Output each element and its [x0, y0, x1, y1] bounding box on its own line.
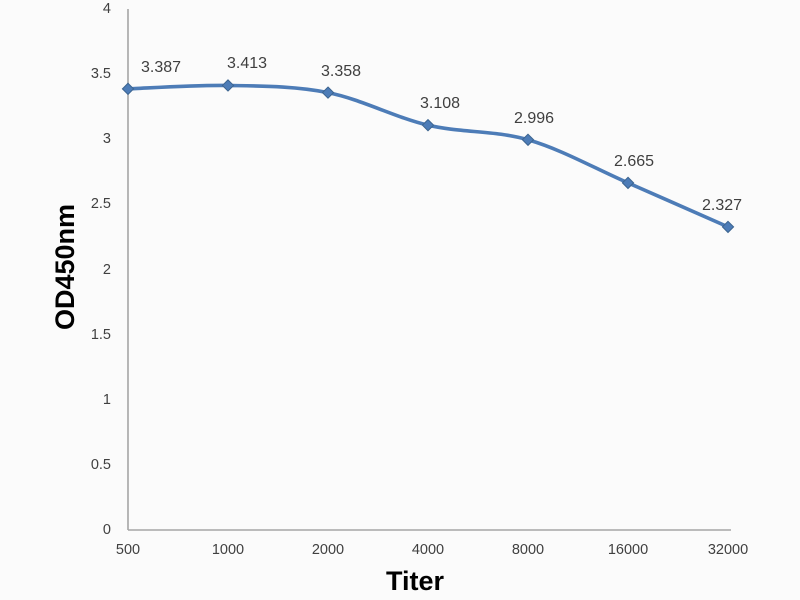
x-tick-label: 32000 [707, 542, 749, 558]
data-point-label: 2.327 [701, 196, 743, 214]
x-tick-label: 16000 [607, 542, 649, 558]
data-point-marker [221, 79, 235, 92]
data-point-label: 3.108 [419, 95, 461, 113]
data-point-marker [621, 176, 635, 190]
x-tick-label: 1000 [211, 542, 245, 558]
x-tick-label: 4000 [411, 542, 445, 558]
y-tick-label: 0 [102, 522, 111, 538]
data-point-marker [521, 133, 535, 147]
x-tick-label: 8000 [511, 542, 545, 558]
y-tick-label: 4 [102, 1, 111, 17]
data-point-label: 3.387 [140, 58, 182, 76]
y-tick-label: 1.5 [90, 326, 111, 343]
y-tick-label: 1 [102, 391, 111, 408]
data-point-label: 2.996 [513, 109, 555, 127]
y-tick-label: 2.5 [90, 196, 111, 213]
y-tick-label: 2 [102, 261, 111, 278]
y-tick-label: 3 [102, 131, 111, 148]
y-tick-label: 3.5 [90, 66, 111, 83]
data-point-marker [321, 86, 335, 99]
data-point-marker [121, 82, 135, 96]
data-point-label: 3.413 [226, 55, 268, 73]
data-point-label: 3.358 [320, 62, 362, 80]
data-point-marker [421, 118, 435, 132]
data-point-label: 2.665 [613, 152, 655, 170]
x-tick-label: 2000 [311, 542, 345, 558]
y-tick-label: 0.5 [90, 456, 111, 473]
markers-group [121, 79, 735, 234]
x-tick-label: 500 [115, 542, 141, 558]
data-point-marker [721, 220, 735, 234]
x-axis-title: Titer [385, 566, 445, 596]
